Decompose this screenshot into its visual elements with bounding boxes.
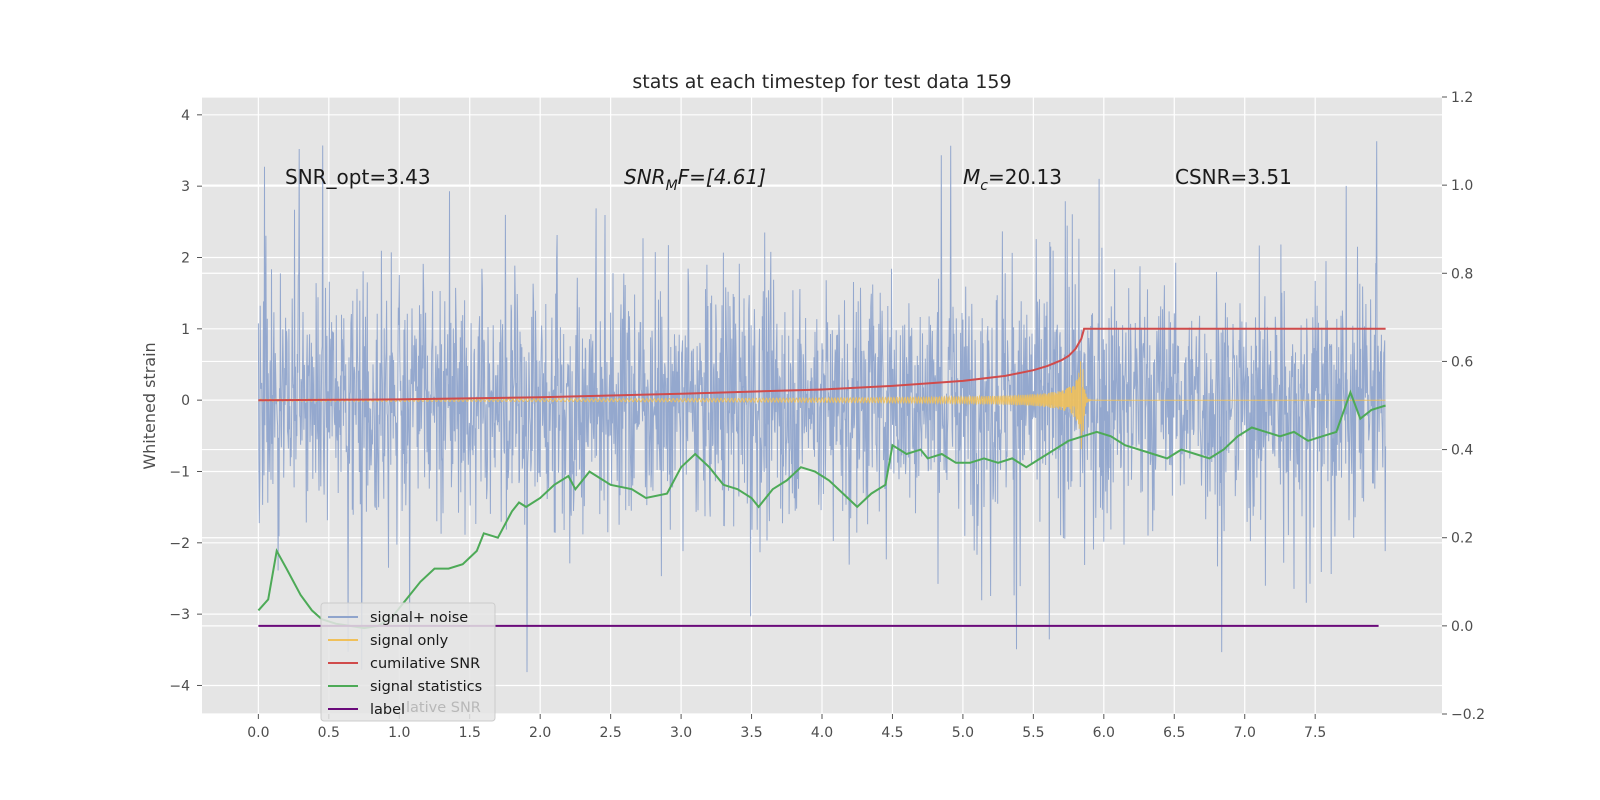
right-y-axis: 1.2 1.0 0.8 0.6 0.4 0.2 0.0 −0.2 — [1442, 90, 1485, 723]
x-tick-label: 2.0 — [529, 725, 551, 741]
annotation-snr-opt: SNR_opt=3.43 — [285, 165, 431, 189]
annotation-snr-mf-base: SNR — [624, 165, 666, 189]
annotation-chirp-mass-sub: c — [980, 178, 988, 194]
legend-partial-text: lative SNR — [406, 700, 481, 716]
x-tick-label: 5.0 — [952, 725, 974, 741]
y2-tick-label: 0.0 — [1451, 619, 1473, 635]
annotations: SNR_opt=3.43 SNRMF=[4.61] Mc=20.13 CSNR=… — [285, 165, 1292, 194]
annotation-snr-mf: SNRMF=[4.61] — [624, 165, 766, 194]
legend: lative SNR signal+ noise signal only cum… — [320, 602, 496, 722]
y-tick-label: −3 — [169, 607, 190, 623]
x-tick-label: 7.5 — [1304, 725, 1326, 741]
x-tick-label: 6.5 — [1163, 725, 1185, 741]
x-tick-label: 4.0 — [811, 725, 833, 741]
annotation-snr-mf-rest: F=[4.61] — [678, 165, 766, 189]
x-tick-label: 4.5 — [881, 725, 903, 741]
y-tick-label: 3 — [181, 179, 190, 195]
x-tick-label: 7.0 — [1234, 725, 1256, 741]
x-tick-label: 3.0 — [670, 725, 692, 741]
y-tick-label: 0 — [181, 393, 190, 409]
y-tick-label: 1 — [181, 322, 190, 338]
annotation-chirp-mass-rest: =20.13 — [988, 165, 1062, 189]
y2-tick-label: 1.2 — [1451, 90, 1473, 106]
series-signal-statistics — [257, 389, 1386, 630]
legend-label-signal-noise: signal+ noise — [370, 610, 468, 626]
y2-tick-label: −0.2 — [1451, 707, 1485, 723]
annotation-chirp-mass: Mc=20.13 — [963, 165, 1062, 194]
y2-tick-label: 0.6 — [1451, 354, 1473, 370]
x-tick-label: 5.5 — [1022, 725, 1044, 741]
noise-layer — [257, 141, 1387, 673]
legend-box — [320, 602, 496, 722]
y2-tick-label: 1.0 — [1451, 178, 1473, 194]
series-signal-only — [258, 361, 1386, 450]
legend-label-signal-only: signal only — [370, 633, 449, 649]
x-tick-label: 2.5 — [600, 725, 622, 741]
y-tick-label: −4 — [169, 678, 190, 694]
series-cumulative-snr — [258, 327, 1386, 402]
annotation-chirp-mass-base: M — [963, 165, 980, 189]
x-tick-label: 3.5 — [740, 725, 762, 741]
x-tick-label: 1.5 — [459, 725, 481, 741]
legend-label-signal-statistics: signal statistics — [370, 679, 482, 695]
y2-tick-label: 0.2 — [1451, 531, 1473, 547]
y-tick-label: −1 — [169, 464, 190, 480]
y-tick-label: 4 — [181, 108, 190, 124]
chart-title: stats at each timestep for test data 159 — [632, 71, 1011, 93]
y2-tick-label: 0.8 — [1451, 266, 1473, 282]
x-tick-label: 0.5 — [318, 725, 340, 741]
y-axis-label: Whitened strain — [140, 342, 159, 469]
x-axis: 0.0 0.5 1.0 1.5 2.0 2.5 3.0 3.5 4.0 4.5 5.0 5.5 6.0 6… — [247, 714, 1326, 741]
left-y-axis: 4 3 2 1 0 −1 −2 −3 −4 — [169, 108, 202, 694]
annotation-snr-mf-sub: M — [666, 178, 678, 194]
annotation-csnr: CSNR=3.51 — [1175, 165, 1292, 189]
x-tick-label: 0.0 — [247, 725, 269, 741]
x-tick-label: 6.0 — [1093, 725, 1115, 741]
x-tick-label: 1.0 — [388, 725, 410, 741]
legend-label-label: label — [370, 702, 405, 718]
y2-tick-label: 0.4 — [1451, 443, 1473, 459]
y-tick-label: −2 — [169, 536, 190, 552]
legend-label-cumulative-snr: cumilative SNR — [370, 656, 480, 672]
series-signal-noise — [257, 141, 1387, 673]
y-tick-label: 2 — [181, 250, 190, 266]
